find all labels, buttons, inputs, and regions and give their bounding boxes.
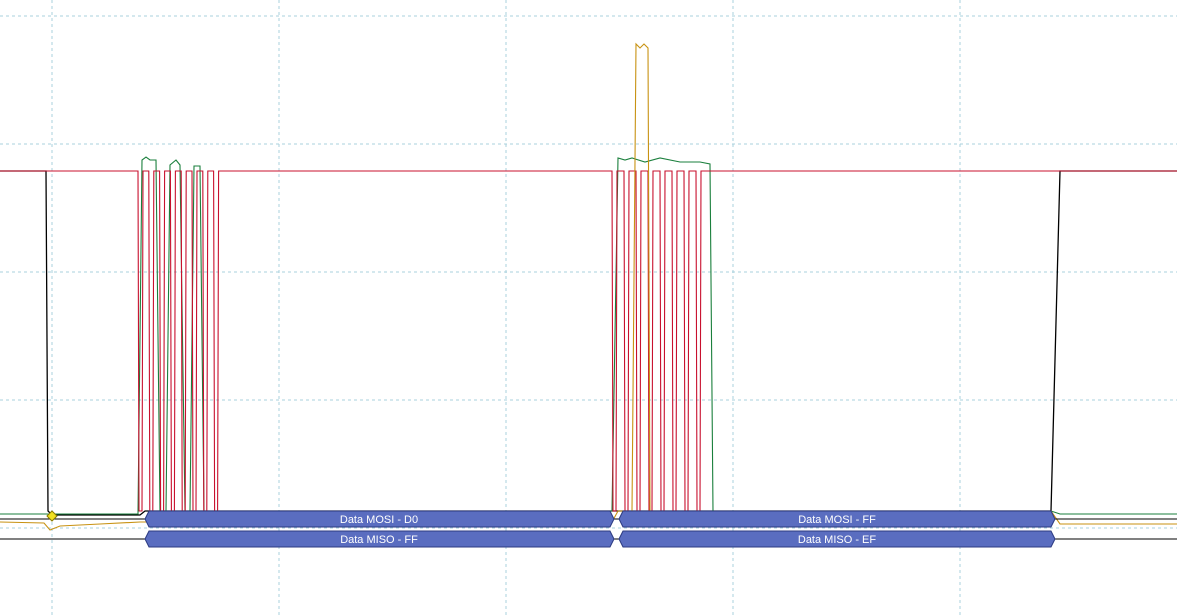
mosi-waveform: [0, 156, 1177, 515]
miso-decode-label: Data MISO - EF: [798, 534, 877, 546]
miso-waveform: [0, 42, 1177, 531]
mosi-decode-label: Data MOSI - D0: [340, 514, 418, 526]
miso-decode-packet[interactable]: Data MISO - EF: [618, 530, 1056, 548]
mosi-decode-packet[interactable]: Data MOSI - FF: [618, 510, 1056, 528]
miso-decode-label: Data MISO - FF: [340, 534, 418, 546]
trigger-diamond-icon[interactable]: [46, 510, 58, 522]
mosi-decode-label: Data MOSI - FF: [798, 514, 876, 526]
miso-decode-packet[interactable]: Data MISO - FF: [144, 530, 615, 548]
chip-select-waveform: [0, 170, 1177, 516]
mosi-decode-packet[interactable]: Data MOSI - D0: [144, 510, 615, 528]
clock-waveform: [0, 170, 1177, 512]
